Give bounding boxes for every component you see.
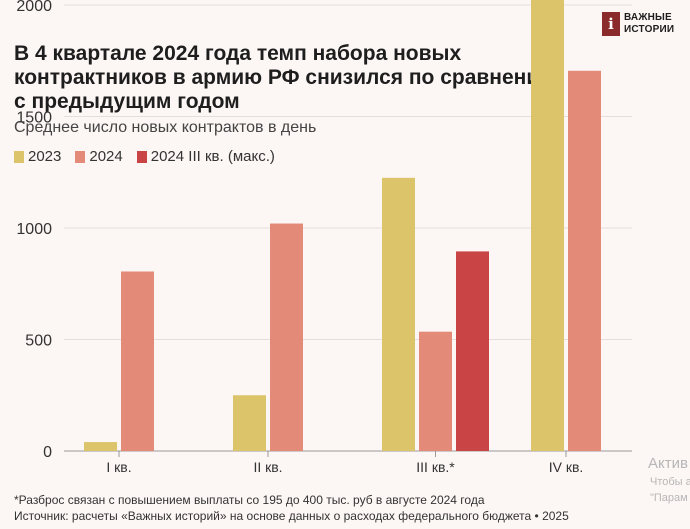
bar-2024-iii-кв bbox=[419, 331, 452, 451]
legend-label-2023: 2023 bbox=[28, 148, 62, 165]
logo-line-2: ИСТОРИИ bbox=[624, 24, 675, 35]
legend-swatch-2023 bbox=[14, 150, 24, 163]
bar-2023-i-кв bbox=[84, 442, 117, 451]
watermark-line-1: Актив bbox=[648, 455, 688, 472]
legend-swatch-2024 bbox=[75, 150, 86, 163]
x-tick-label: I кв. bbox=[106, 459, 131, 475]
legend-label-2024-q3-max: 2024 III кв. (макс.) bbox=[150, 148, 275, 165]
legend-swatch-2024-q3-max bbox=[136, 150, 147, 163]
x-tick-label: II кв. bbox=[253, 459, 282, 475]
bar-2024-iii-кв-макс-iii-кв bbox=[456, 251, 489, 451]
watermark-line-3: "Парам bbox=[650, 492, 688, 504]
bar-2023-iii-кв bbox=[382, 177, 415, 451]
legend-item-2024-q3-max: 2024 III кв. (макс.) bbox=[136, 148, 275, 165]
bar-2024-iv-кв bbox=[568, 70, 601, 451]
x-tick-label: IV кв. bbox=[549, 459, 584, 475]
watermark-line-2: Чтобы а bbox=[650, 476, 690, 488]
bar-2024-ii-кв bbox=[270, 223, 303, 451]
bar-2023-ii-кв bbox=[233, 395, 266, 451]
y-tick-label: 1500 bbox=[16, 110, 52, 127]
bar-2024-i-кв bbox=[121, 271, 154, 451]
legend-item-2024: 2024 bbox=[75, 148, 123, 165]
legend-item-2023: 2023 bbox=[14, 148, 61, 165]
y-tick-label: 500 bbox=[25, 333, 52, 350]
footnote: *Разброс связан с повышением выплаты со … bbox=[14, 493, 485, 507]
source-note: Источник: расчеты «Важных историй» на ос… bbox=[14, 509, 569, 523]
logo-text: ВАЖНЫЕ ИСТОРИИ bbox=[624, 12, 674, 36]
logo-line-1: ВАЖНЫЕ bbox=[624, 12, 672, 23]
chart-title: В 4 квартале 2024 года темп набора новых… bbox=[14, 42, 558, 113]
logo: i ВАЖНЫЕ ИСТОРИИ bbox=[602, 12, 674, 36]
bar-2023-iv-кв bbox=[531, 0, 564, 451]
legend-label-2024: 2024 bbox=[89, 148, 123, 165]
x-tick-label: III кв.* bbox=[416, 459, 455, 475]
y-tick-label: 1000 bbox=[16, 221, 52, 238]
chart-subtitle: Среднее число новых контрактов в день bbox=[14, 119, 317, 136]
legend: 2023 2024 2024 III кв. (макс.) bbox=[14, 148, 275, 165]
y-tick-label: 2000 bbox=[16, 0, 52, 15]
y-tick-label: 0 bbox=[43, 444, 52, 461]
logo-mark: i bbox=[602, 12, 620, 36]
